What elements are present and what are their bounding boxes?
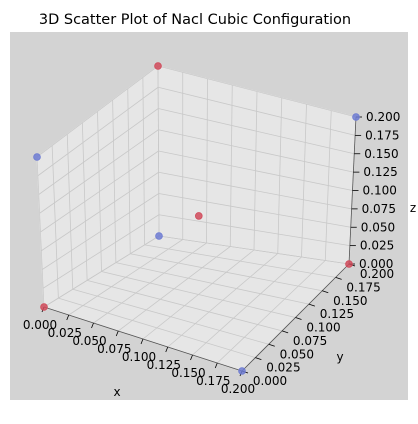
y-tick <box>295 317 302 320</box>
grid-line-floor-x <box>192 256 302 356</box>
z-tick-label: 0.000 <box>359 257 393 271</box>
grid-line-back-z <box>158 108 355 155</box>
grid-line-left-y <box>127 88 131 254</box>
data-point <box>154 62 162 70</box>
grid-line-back-x <box>324 110 332 261</box>
data-point <box>238 367 246 375</box>
y-tick-label: 0.000 <box>253 374 287 388</box>
data-point <box>195 212 203 220</box>
y-tick <box>335 276 342 280</box>
x-tick <box>115 330 119 337</box>
x-tick-label: 0.100 <box>122 350 156 364</box>
z-axis-label: z <box>410 201 416 215</box>
data-point <box>40 303 48 311</box>
tick-labels: 0.0000.0000.0000.0250.0250.0250.0500.050… <box>23 110 401 396</box>
grid-line-back-z <box>158 150 353 191</box>
grid-line-back-x <box>301 104 307 258</box>
z-tick-label: 0.025 <box>360 239 394 253</box>
z-tick-label: 0.175 <box>365 128 399 142</box>
z-tick-label: 0.125 <box>363 165 397 179</box>
x-tick <box>190 354 193 361</box>
x-tick-label: 0.150 <box>171 366 205 380</box>
data-point <box>352 113 360 121</box>
y-tick-label: 0.125 <box>320 307 354 321</box>
z-tick-label: 0.100 <box>363 184 397 198</box>
x-tick-label: 0.000 <box>23 318 57 332</box>
grid-line-floor-y <box>130 253 323 292</box>
y-tick-label: 0.075 <box>293 334 327 348</box>
x-tick <box>214 362 218 369</box>
grid-line-left-z <box>38 108 159 195</box>
x-tick <box>66 314 70 321</box>
y-tick-label: 0.025 <box>266 361 300 375</box>
chart-title: 3D Scatter Plot of Nacl Cubic Configurat… <box>39 12 351 28</box>
grid-line-back-z <box>158 129 354 173</box>
y-tick <box>255 357 262 361</box>
grid-line-left-z <box>37 86 159 177</box>
z-tick-label: 0.075 <box>362 202 396 216</box>
y-tick <box>322 290 329 294</box>
y-tick-label: 0.100 <box>306 321 340 335</box>
grid-line-back-x <box>277 97 283 254</box>
y-tick <box>308 303 316 307</box>
y-tick <box>268 343 275 347</box>
data-point <box>33 153 41 161</box>
x-tick-label: 0.175 <box>196 374 230 388</box>
grid-line-left-z <box>40 150 159 233</box>
x-tick-label: 0.200 <box>221 382 255 396</box>
z-tick-label: 0.150 <box>364 147 398 161</box>
x-axis-label: x <box>113 385 120 399</box>
z-tick-label: 0.200 <box>366 110 400 124</box>
x-tick <box>140 338 144 345</box>
grid-line-floor-x <box>216 260 326 364</box>
grid-line-floor-y <box>101 271 296 318</box>
x-tick <box>165 346 169 353</box>
y-tick-label: 0.200 <box>360 267 394 281</box>
x-tick-label: 0.050 <box>72 334 106 348</box>
grid-line-left-z <box>39 129 159 214</box>
grid-line-left-y <box>157 65 160 237</box>
y-tick <box>281 330 289 334</box>
grid-line-back-z <box>158 86 356 136</box>
x-tick <box>91 322 94 329</box>
y-tick-label: 0.175 <box>346 280 380 294</box>
grid-line-floor-x <box>167 253 279 348</box>
x-tick-label: 0.025 <box>48 326 82 340</box>
y-tick-label: 0.050 <box>280 347 314 361</box>
y-axis-label: y <box>336 350 343 364</box>
x-tick-label: 0.075 <box>97 342 131 356</box>
grid-line-left-z <box>36 65 159 158</box>
data-points <box>33 62 360 375</box>
grid-line-left-y <box>112 100 117 263</box>
grid-lines <box>36 65 357 372</box>
grid-line-floor-y <box>158 235 350 265</box>
grid-line-left-y <box>142 77 146 245</box>
grid-line-back-z <box>157 65 357 118</box>
data-point <box>345 260 353 268</box>
y-tick-label: 0.150 <box>333 294 367 308</box>
data-point <box>155 232 163 240</box>
z-tick-label: 0.050 <box>361 220 395 234</box>
grid-line-floor-y <box>115 262 309 305</box>
grid-line-floor-y <box>144 244 336 278</box>
x-tick-label: 0.125 <box>147 358 181 372</box>
